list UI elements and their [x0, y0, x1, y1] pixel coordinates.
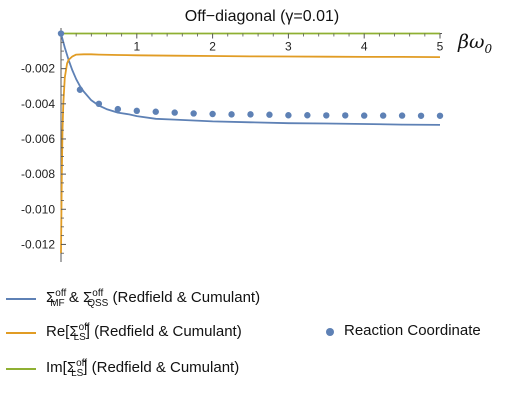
- reaction-coordinate-point-7: [190, 110, 197, 117]
- x-tick-label-0: 1: [133, 40, 140, 54]
- reaction-coordinate-point-9: [228, 111, 235, 118]
- chart-title: Off−diagonal (γ=0.01): [185, 8, 339, 25]
- y-tick-label-0: -0.002: [21, 62, 55, 76]
- reaction-coordinate-point-3: [114, 105, 122, 113]
- x-axis-label-sub: 0: [484, 42, 492, 56]
- reaction-coordinate-point-5: [152, 108, 159, 115]
- x-tick-label-4: 5: [437, 40, 444, 54]
- plot-area: [57, 30, 444, 254]
- legend-label-mf-qss: ΣoffMF & ΣoffQSS (Redfield & Cumulant): [46, 288, 261, 309]
- x-axis-label-main: βω: [457, 31, 484, 53]
- reaction-coordinate-point-0: [57, 30, 65, 37]
- x-tick-label-3: 4: [361, 40, 368, 54]
- y-tick-label-5: -0.012: [21, 237, 55, 251]
- legend-line-mf-qss: [6, 298, 36, 300]
- y-tick-label-2: -0.006: [21, 132, 55, 146]
- reaction-coordinate-point-1: [76, 86, 84, 93]
- legend-label-im-ls: Im[ΣoffLS] (Redfield & Cumulant): [46, 358, 240, 379]
- legend-item-re-ls: Re[ΣoffLS] (Redfield & Cumulant): [6, 322, 316, 344]
- chart-axes: [60, 28, 442, 262]
- y-ticks: -0.002 -0.004 -0.006 -0.008 -0.010 -0.012: [21, 41, 66, 254]
- chart: Off−diagonal (γ=0.01) 1 2 3 4 5 -0.002 -0.004…: [21, 8, 492, 262]
- legend-label-re-ls: Re[ΣoffLS] (Redfield & Cumulant): [46, 322, 242, 343]
- reaction-coordinate-point-10: [247, 111, 254, 118]
- reaction-coordinate-point-14: [323, 112, 330, 119]
- legend-item-mf-qss: ΣoffMF & ΣoffQSS (Redfield & Cumulant): [6, 288, 326, 310]
- reaction-coordinate-point-13: [304, 112, 311, 119]
- reaction-coordinate-point-12: [285, 112, 292, 119]
- legend-line-im-ls: [6, 368, 36, 370]
- x-tick-label-2: 3: [285, 40, 292, 54]
- reaction-coordinate-point-2: [95, 100, 103, 108]
- x-tick-label-1: 2: [209, 40, 216, 54]
- series-line-mf-qss: [60, 33, 441, 126]
- series-line-re-ls: [60, 53, 441, 254]
- x-axis-label: βω0: [457, 31, 492, 56]
- reaction-coordinate-point-6: [171, 109, 178, 116]
- reaction-coordinate-point-15: [342, 112, 349, 119]
- reaction-coordinate-point-17: [379, 112, 387, 119]
- reaction-coordinate-point-11: [266, 111, 273, 118]
- legend-line-re-ls: [6, 332, 36, 334]
- legend-item-im-ls: Im[ΣoffLS] (Redfield & Cumulant): [6, 358, 316, 380]
- reaction-coordinate-point-19: [417, 112, 425, 119]
- y-tick-label-4: -0.010: [21, 202, 55, 216]
- y-tick-label-3: -0.008: [21, 167, 55, 181]
- x-ticks: 1 2 3 4 5: [75, 33, 444, 54]
- reaction-coordinate-point-8: [209, 110, 216, 118]
- reaction-coordinate-point-18: [398, 112, 406, 119]
- legend-marker-points: [326, 328, 334, 336]
- legend-label-points: Reaction Coordinate: [344, 322, 481, 339]
- reaction-coordinate-point-4: [133, 107, 140, 115]
- legend-item-reaction-coordinate: Reaction Coordinate: [322, 322, 507, 344]
- reaction-coordinate-point-20: [436, 112, 444, 119]
- reaction-coordinate-point-16: [361, 112, 368, 119]
- y-tick-label-1: -0.004: [21, 97, 55, 111]
